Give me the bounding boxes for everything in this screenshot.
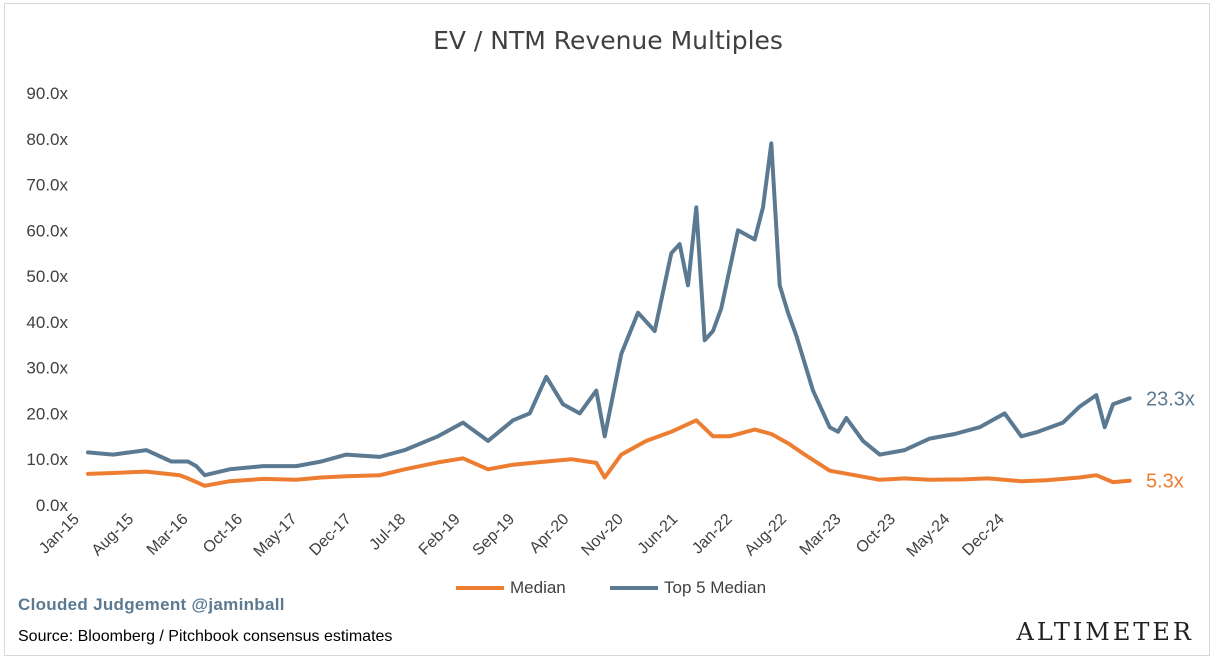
legend-item-top5: Top 5 Median	[610, 578, 766, 598]
x-tick-label: Aug-15	[89, 511, 138, 560]
x-tick-label: Mar-23	[797, 511, 845, 559]
y-axis: 0.0x 10.0x 20.0x 30.0x 40.0x 50.0x 60.0x 70.0x 8…	[26, 84, 68, 515]
legend-swatch-top5	[610, 586, 658, 590]
legend-item-median: Median	[456, 578, 566, 598]
x-tick-label: Oct-16	[200, 511, 246, 557]
x-tick-label: Jul-18	[366, 511, 409, 554]
y-tick-label: 50.0x	[26, 267, 68, 286]
y-tick-label: 60.0x	[26, 221, 68, 240]
x-tick-label: Dec-17	[306, 511, 355, 560]
x-axis: Jan-15 Aug-15 Mar-16 Oct-16 May-17 Dec-17 Jul-…	[36, 511, 1008, 561]
legend-swatch-median	[456, 586, 504, 590]
legend-label-top5: Top 5 Median	[664, 578, 767, 597]
y-tick-label: 90.0x	[26, 84, 68, 103]
x-tick-label: Feb-19	[416, 511, 464, 559]
series-line-top5	[86, 141, 1132, 478]
chart-title: EV / NTM Revenue Multiples	[433, 26, 783, 55]
y-tick-label: 40.0x	[26, 313, 68, 332]
chart-frame	[4, 3, 1210, 656]
y-tick-label: 20.0x	[26, 404, 68, 423]
legend: Median Top 5 Median	[0, 578, 1216, 602]
y-tick-label: 0.0x	[36, 496, 69, 515]
x-tick-label: May-24	[904, 511, 954, 561]
source-text: Source: Bloomberg / Pitchbook consensus …	[18, 628, 393, 645]
end-label-top5: 23.3x	[1146, 388, 1195, 410]
x-tick-label: Nov-20	[578, 511, 627, 560]
credit-text: Clouded Judgement @jaminball	[18, 595, 285, 614]
series-line-median	[86, 418, 1132, 488]
altimeter-logo: ALTIMETER	[1016, 618, 1194, 646]
x-tick-label: Oct-23	[853, 511, 899, 557]
x-tick-label: Aug-22	[742, 511, 791, 560]
x-tick-label: Jun-21	[635, 511, 682, 558]
legend-label-median: Median	[510, 578, 566, 597]
x-tick-label: Jan-15	[36, 511, 83, 558]
y-tick-label: 10.0x	[26, 450, 68, 469]
end-label-median: 5.3x	[1146, 471, 1184, 493]
x-tick-label: May-17	[251, 511, 301, 561]
x-tick-label: Apr-20	[527, 511, 573, 557]
x-tick-label: Jan-22	[689, 511, 736, 558]
x-tick-label: Dec-24	[959, 511, 1008, 560]
x-tick-label: Sep-19	[470, 511, 519, 560]
series-lines	[86, 141, 1132, 488]
y-tick-label: 80.0x	[26, 130, 68, 149]
end-labels: 5.3x 23.3x	[1146, 388, 1195, 492]
x-tick-label: Mar-16	[144, 511, 192, 559]
y-tick-label: 70.0x	[26, 176, 68, 195]
y-tick-label: 30.0x	[26, 359, 68, 378]
